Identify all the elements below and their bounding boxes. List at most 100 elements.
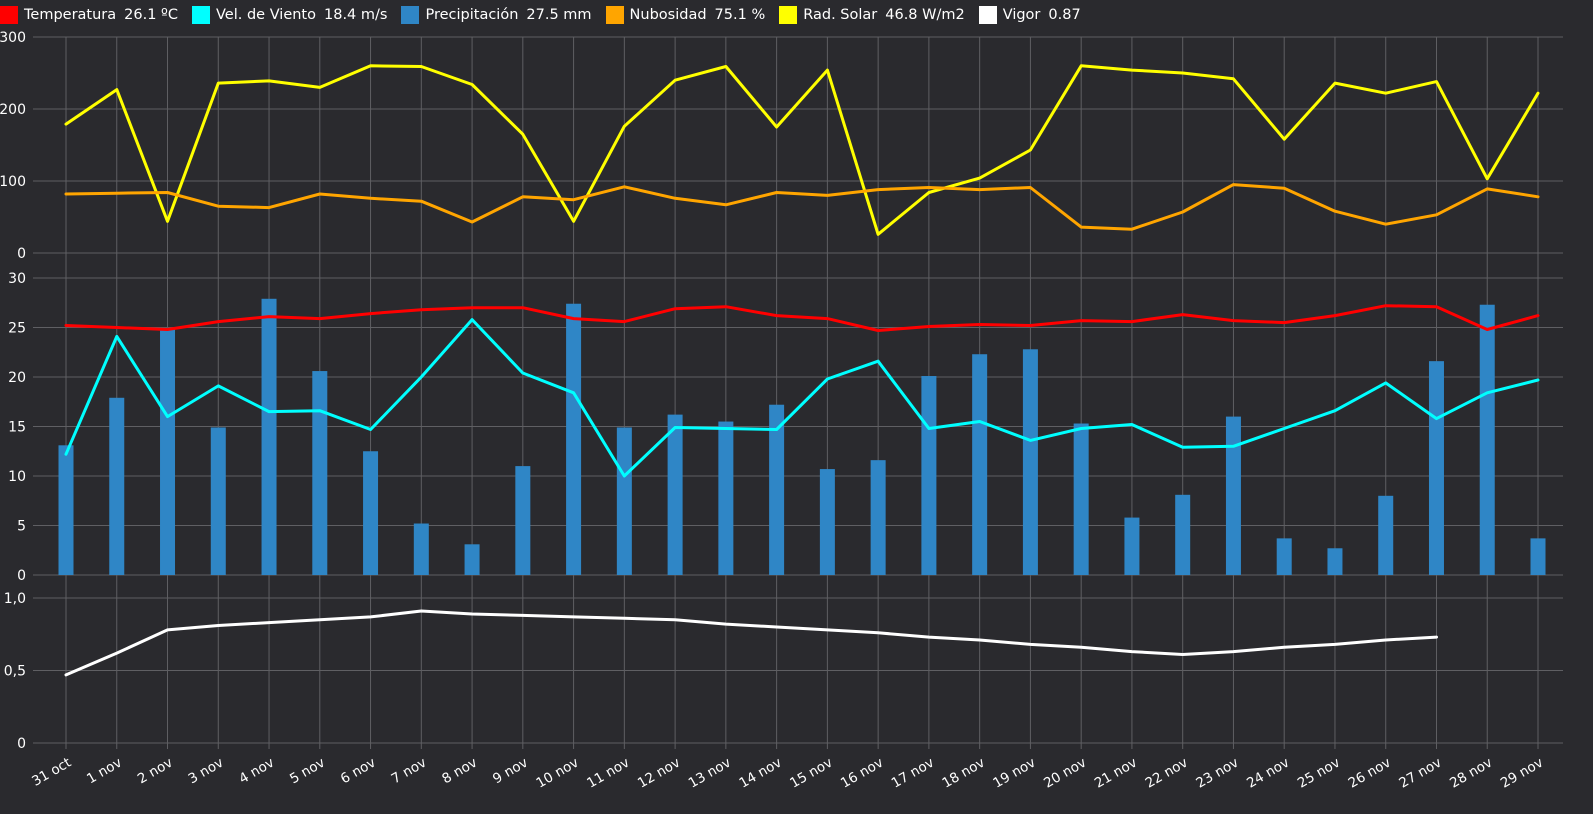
x-tick-label: 28 nov (1447, 755, 1495, 792)
bar-precipitaci-n-12-nov (667, 414, 683, 575)
bar-precipitaci-n-28-nov (1479, 304, 1495, 575)
x-tick-label: 10 nov (534, 755, 582, 792)
legend-label-vigor: Vigor (1002, 7, 1041, 23)
bar-precipitaci-n-14-nov (769, 404, 785, 575)
bar-precipitaci-n-6-nov (363, 451, 379, 575)
x-tick-label: 22 nov (1143, 755, 1191, 792)
x-tick-label: 2 nov (135, 755, 176, 788)
legend-item-temperatura[interactable]: Temperatura 26.1 ºC (0, 6, 178, 24)
bar-precipitaci-n-3-nov (210, 427, 226, 575)
bar-precipitaci-n-29-nov (1530, 538, 1546, 575)
legend-item-nubosidad[interactable]: Nubosidad 75.1 % (605, 6, 766, 24)
y-tick-label: 0,5 (4, 664, 26, 680)
x-tick-label: 26 nov (1346, 755, 1394, 792)
x-tick-label: 31 oct (29, 755, 74, 790)
y-tick-label: 0 (17, 736, 26, 752)
bar-precipitaci-n-20-nov (1073, 423, 1089, 575)
y-tick-label: 5 (17, 519, 26, 535)
x-tick-label: 7 nov (389, 755, 430, 788)
x-tick-label: 21 nov (1092, 755, 1140, 792)
y-tick-label: 100 (0, 174, 26, 190)
legend-swatch-viento (192, 6, 210, 24)
x-tick-label: 27 nov (1396, 755, 1444, 792)
y-tick-label: 0 (17, 568, 26, 584)
bar-precipitaci-n-27-nov (1428, 361, 1444, 575)
legend-swatch-temperatura (0, 6, 18, 24)
legend-item-viento[interactable]: Vel. de Viento 18.4 m/s (192, 6, 387, 24)
x-tick-label: 23 nov (1193, 755, 1241, 792)
bar-precipitaci-n-19-nov (1022, 349, 1038, 575)
legend-item-vigor[interactable]: Vigor 0.87 (978, 6, 1081, 24)
series-line-nubosidad (64, 183, 1540, 231)
x-tick-label: 20 nov (1041, 755, 1089, 792)
x-tick-label: 13 nov (686, 755, 734, 792)
x-tick-label: 4 nov (236, 755, 277, 788)
bar-precipitaci-n-2-nov (160, 329, 176, 575)
bar-precipitaci-n-16-nov (870, 460, 886, 575)
legend-value-vigor: 0.87 (1048, 7, 1081, 23)
legend-value-precipitacion: 27.5 mm (526, 7, 592, 23)
legend-value-viento: 18.4 m/s (324, 7, 388, 23)
legend-swatch-nubosidad (605, 6, 624, 24)
x-tick-label: 16 nov (838, 755, 886, 792)
legend-label-temperatura: Temperatura (24, 7, 117, 23)
legend-swatch-precipitacion (401, 6, 420, 24)
bar-precipitaci-n-18-nov (972, 354, 988, 575)
x-tick-label: 29 nov (1498, 755, 1546, 792)
legend-swatch-rad-solar (779, 6, 798, 24)
bar-precipitaci-n-7-nov (413, 523, 429, 575)
y-tick-label: 30 (8, 271, 26, 287)
bar-precipitaci-n-4-nov (261, 298, 277, 575)
bar-precipitaci-n-26-nov (1378, 495, 1394, 575)
x-tick-label: 1 nov (84, 755, 125, 788)
legend: Temperatura 26.1 ºC Vel. de Viento 18.4 … (0, 0, 1593, 30)
bar-precipitaci-n-11-nov (616, 427, 632, 575)
bar-precipitaci-n-13-nov (718, 421, 734, 575)
series-line-vel-de-viento (64, 318, 1540, 478)
x-tick-label: 3 nov (186, 755, 227, 788)
bar-precipitaci-n-25-nov (1327, 548, 1343, 575)
legend-item-rad-solar[interactable]: Rad. Solar 46.8 W/m2 (779, 6, 965, 24)
y-tick-label: 0 (17, 246, 26, 262)
bar-precipitaci-n-21-nov (1124, 517, 1140, 575)
bar-precipitaci-n-1-nov (109, 397, 125, 575)
legend-value-temperatura: 26.1 ºC (124, 7, 178, 23)
legend-swatch-vigor (978, 6, 997, 24)
x-tick-label: 9 nov (490, 755, 531, 788)
bar-precipitaci-n-9-nov (515, 466, 531, 575)
x-tick-label: 25 nov (1295, 755, 1343, 792)
x-tick-label: 19 nov (990, 755, 1038, 792)
legend-label-nubosidad: Nubosidad (629, 7, 707, 23)
x-tick-label: 8 nov (439, 755, 480, 788)
bar-precipitaci-n-23-nov (1225, 416, 1241, 575)
x-tick-label: 15 nov (787, 755, 835, 792)
x-tick-label: 14 nov (737, 755, 785, 792)
legend-value-nubosidad: 75.1 % (714, 7, 766, 23)
grid-layer (33, 36, 1563, 749)
legend-item-precipitacion[interactable]: Precipitación 27.5 mm (401, 6, 592, 24)
bar-precipitaci-n-31-oct (58, 445, 74, 575)
bar-precipitaci-n-22-nov (1175, 494, 1191, 575)
y-tick-label: 20 (8, 370, 26, 386)
y-tick-label: 200 (0, 102, 26, 118)
y-tick-label: 15 (8, 420, 26, 436)
legend-value-rad-solar: 46.8 W/m2 (885, 7, 965, 23)
legend-label-viento: Vel. de Viento (216, 7, 316, 23)
x-tick-label: 17 nov (889, 755, 937, 792)
bars-layer (58, 298, 1546, 575)
x-tick-label: 24 nov (1244, 755, 1292, 792)
bar-precipitaci-n-17-nov (921, 376, 937, 575)
y-tick-label: 1,0 (4, 591, 26, 607)
legend-label-rad-solar: Rad. Solar (803, 7, 878, 23)
x-tick-label: 6 nov (338, 755, 379, 788)
x-tick-label: 11 nov (584, 755, 632, 792)
lines-layer (64, 64, 1540, 677)
bar-precipitaci-n-8-nov (464, 544, 480, 575)
series-line-rad-solar (64, 64, 1540, 236)
series-line-vigor (64, 609, 1438, 677)
y-tick-label: 300 (0, 30, 26, 46)
legend-label-precipitacion: Precipitación (425, 7, 519, 23)
x-tick-label: 18 nov (940, 755, 988, 792)
